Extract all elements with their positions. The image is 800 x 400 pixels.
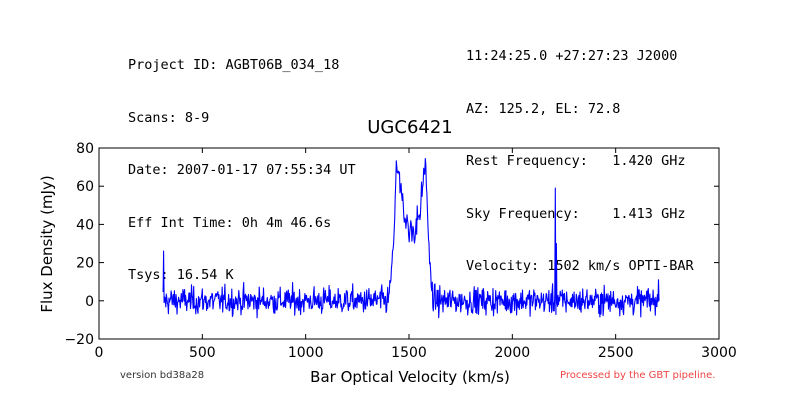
- x-tick-label: 500: [189, 345, 216, 361]
- project-id-text: Project ID: AGBT06B_034_18: [128, 57, 340, 73]
- x-tick-label: 1500: [391, 345, 427, 361]
- x-tick-label: 2000: [495, 345, 531, 361]
- x-tick-label: 2500: [598, 345, 634, 361]
- velocity-text: Velocity: 1502 km/s OPTI-BAR: [466, 258, 694, 274]
- integration-time-text: Eff Int Time: 0h 4m 46.6s: [128, 214, 332, 231]
- x-tick-label: 0: [95, 345, 104, 361]
- chart-title: UGC6421: [367, 117, 453, 138]
- rest-frequency-text: Rest Frequency: 1.420 GHz: [466, 153, 686, 169]
- y-tick-label: 60: [76, 179, 94, 195]
- pipeline-note: Processed by the GBT pipeline.: [560, 370, 716, 381]
- tsys-text: Tsys: 16.54 K: [128, 267, 234, 283]
- coordinates-text: 11:24:25.0 +27:27:23 J2000: [466, 48, 678, 64]
- spectrum-series-line: [162, 158, 660, 319]
- az-el-text: AZ: 125.2, EL: 72.8: [466, 100, 621, 117]
- y-tick-label: 40: [76, 217, 94, 233]
- y-axis-label: Flux Density (mJy): [38, 175, 56, 312]
- y-tick-label: −20: [64, 332, 94, 348]
- sky-frequency-text: Sky Frequency: 1.413 GHz: [466, 205, 686, 222]
- version-note: version bd38a28: [120, 370, 205, 381]
- x-tick-label: 1000: [288, 345, 324, 361]
- x-axis-label: Bar Optical Velocity (km/s): [310, 368, 510, 386]
- observation-info-left: Project ID: AGBT06B_034_18 Scans: 8-9 Da…: [128, 22, 356, 320]
- observation-info-right: 11:24:25.0 +27:27:23 J2000 AZ: 125.2, EL…: [466, 13, 694, 311]
- x-tick-label: 3000: [701, 345, 737, 361]
- y-tick-label: 0: [85, 294, 94, 310]
- y-tick-label: 80: [76, 141, 94, 157]
- scans-text: Scans: 8-9: [128, 109, 210, 126]
- axes-frame: [98, 147, 720, 340]
- y-tick-label: 20: [76, 256, 94, 272]
- date-text: Date: 2007-01-17 07:55:34 UT: [128, 162, 356, 178]
